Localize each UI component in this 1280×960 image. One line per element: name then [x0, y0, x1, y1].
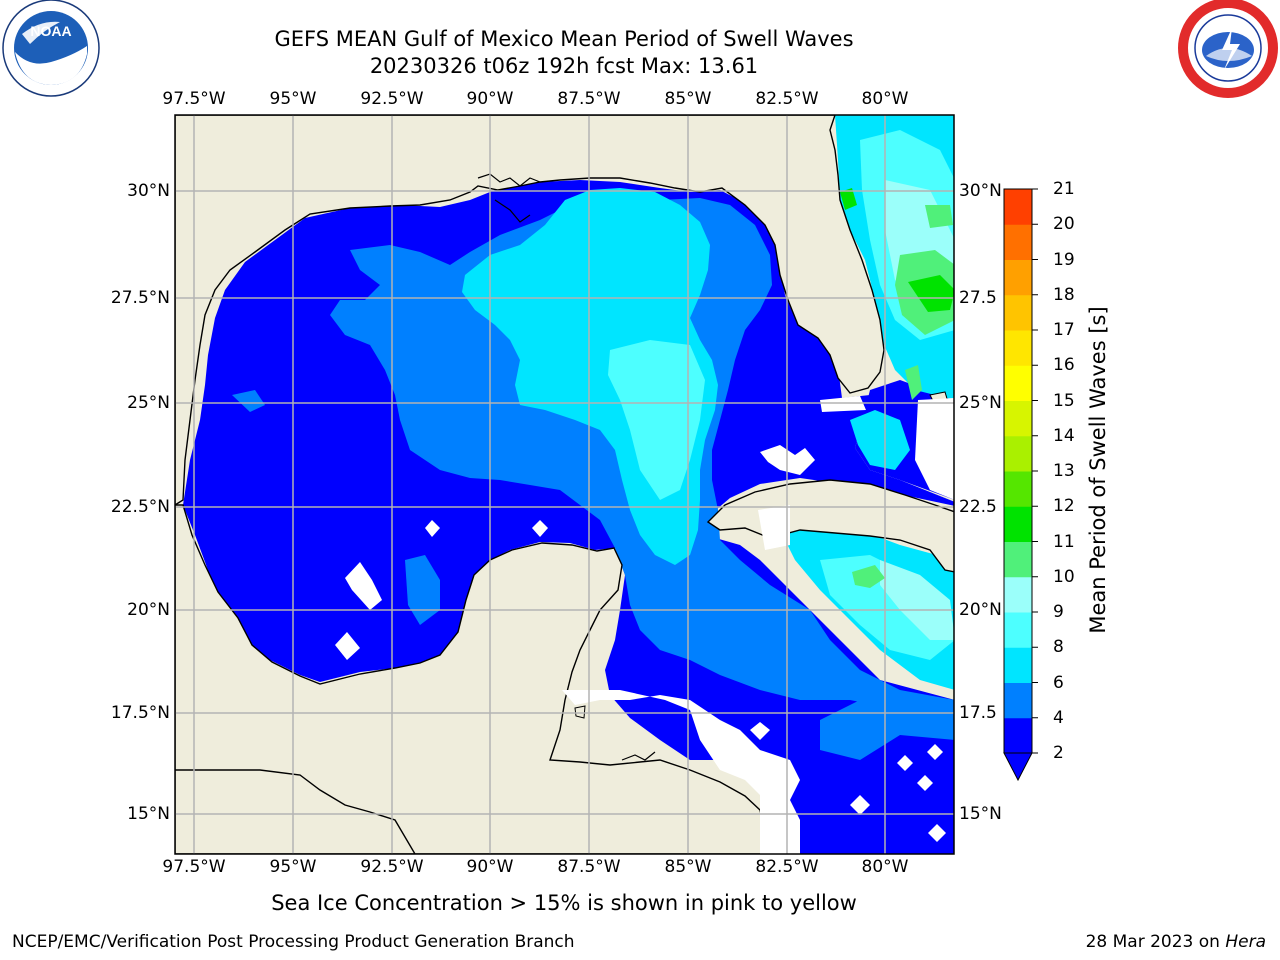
lat-label-right: 22.5 — [959, 497, 997, 517]
colorbar-tick-label: 4 — [1053, 707, 1064, 728]
colorbar-tick-label: 6 — [1053, 672, 1064, 693]
colorbar-tick-label: 19 — [1053, 249, 1075, 270]
colorbar-segment — [1004, 365, 1032, 401]
colorbar-tick-label: 2 — [1053, 743, 1064, 763]
lat-label-right: 27.5 — [959, 288, 997, 308]
colorbar-tick-label: 10 — [1053, 566, 1075, 587]
svg-text:NOAA: NOAA — [30, 23, 71, 39]
colorbar-segment — [1004, 647, 1032, 683]
colorbar-segment — [1004, 294, 1032, 331]
noaa-logo-icon: NOAA — [2, 0, 100, 97]
colorbar-segment — [1004, 330, 1032, 366]
lat-label-right: 30°N — [959, 181, 1002, 201]
colorbar-segment — [1004, 435, 1032, 472]
lon-label-top: 80°W — [861, 89, 909, 109]
colorbar-segment — [1004, 576, 1032, 613]
colorbar-tick-label: 11 — [1053, 531, 1075, 552]
lat-label-left: 27.5°N — [110, 288, 170, 308]
lat-label-left: 17.5°N — [110, 703, 170, 723]
colorbar-label: Mean Period of Swell Waves [s] — [1086, 306, 1110, 634]
colorbar-tick-label: 16 — [1053, 355, 1075, 376]
lon-label-top: 97.5°W — [162, 89, 226, 109]
lat-label-left: 22.5°N — [110, 497, 170, 517]
lat-label-left: 30°N — [127, 181, 170, 201]
lat-label-right: 17.5 — [959, 703, 997, 723]
lon-label-top: 90°W — [466, 89, 514, 109]
colorbar-tick-label: 14 — [1053, 425, 1075, 446]
lon-label-top: 85°W — [664, 89, 712, 109]
colorbar-tick-label: 17 — [1053, 320, 1075, 340]
lon-label-bottom: 82.5°W — [755, 857, 819, 877]
map-subtitle: 20230326 t06z 192h fcst Max: 13.61 — [369, 54, 759, 78]
nws-logo-icon — [1178, 0, 1278, 98]
lat-label-left: 20°N — [127, 600, 170, 620]
lon-label-top: 92.5°W — [360, 89, 424, 109]
colorbar-segment — [1004, 471, 1032, 507]
lon-label-bottom: 90°W — [466, 857, 514, 877]
colorbar-segment — [1004, 259, 1032, 296]
lon-label-top: 87.5°W — [557, 89, 621, 109]
graticule — [175, 115, 954, 854]
colorbar-segment — [1004, 612, 1032, 648]
colorbar — [1003, 188, 1038, 782]
date-stamp: 28 Mar 2023 on Hera — [1085, 932, 1266, 952]
lat-label-left: 15°N — [127, 804, 170, 824]
host-name: Hera — [1225, 932, 1266, 952]
colorbar-segment — [1004, 717, 1032, 754]
sea-ice-note: Sea Ice Concentration > 15% is shown in … — [271, 891, 857, 915]
lon-label-bottom: 97.5°W — [162, 857, 226, 877]
colorbar-segment — [1004, 400, 1032, 437]
colorbar-tick-label: 15 — [1053, 390, 1075, 411]
lat-label-right: 20°N — [959, 600, 1002, 620]
lat-label-left: 25°N — [127, 393, 170, 413]
colorbar-segment — [1004, 189, 1032, 225]
colorbar-segment — [1004, 682, 1032, 719]
lon-label-bottom: 80°W — [861, 857, 909, 877]
map-frame — [174, 114, 955, 855]
lat-label-right: 25°N — [959, 393, 1002, 413]
colorbar-segment — [1004, 506, 1032, 542]
lon-label-top: 95°W — [269, 89, 317, 109]
lat-label-right: 15°N — [959, 804, 1002, 824]
colorbar-tick-label: 20 — [1053, 214, 1075, 235]
colorbar-tick-label: 21 — [1053, 179, 1075, 199]
colorbar-tick-label: 12 — [1053, 496, 1075, 517]
colorbar-tick-label: 8 — [1053, 637, 1064, 658]
lon-label-bottom: 95°W — [269, 857, 317, 877]
lon-label-bottom: 92.5°W — [360, 857, 424, 877]
colorbar-tick-label: 13 — [1053, 461, 1075, 481]
colorbar-segment — [1004, 541, 1032, 578]
lon-label-bottom: 85°W — [664, 857, 712, 877]
lon-label-bottom: 87.5°W — [557, 857, 621, 877]
colorbar-tick-label: 9 — [1053, 602, 1064, 622]
map-title: GEFS MEAN Gulf of Mexico Mean Period of … — [274, 27, 854, 51]
lon-label-top: 82.5°W — [755, 89, 819, 109]
credit-text: NCEP/EMC/Verification Post Processing Pr… — [12, 932, 575, 952]
colorbar-segment — [1004, 224, 1032, 260]
colorbar-tick-label: 18 — [1053, 284, 1075, 305]
